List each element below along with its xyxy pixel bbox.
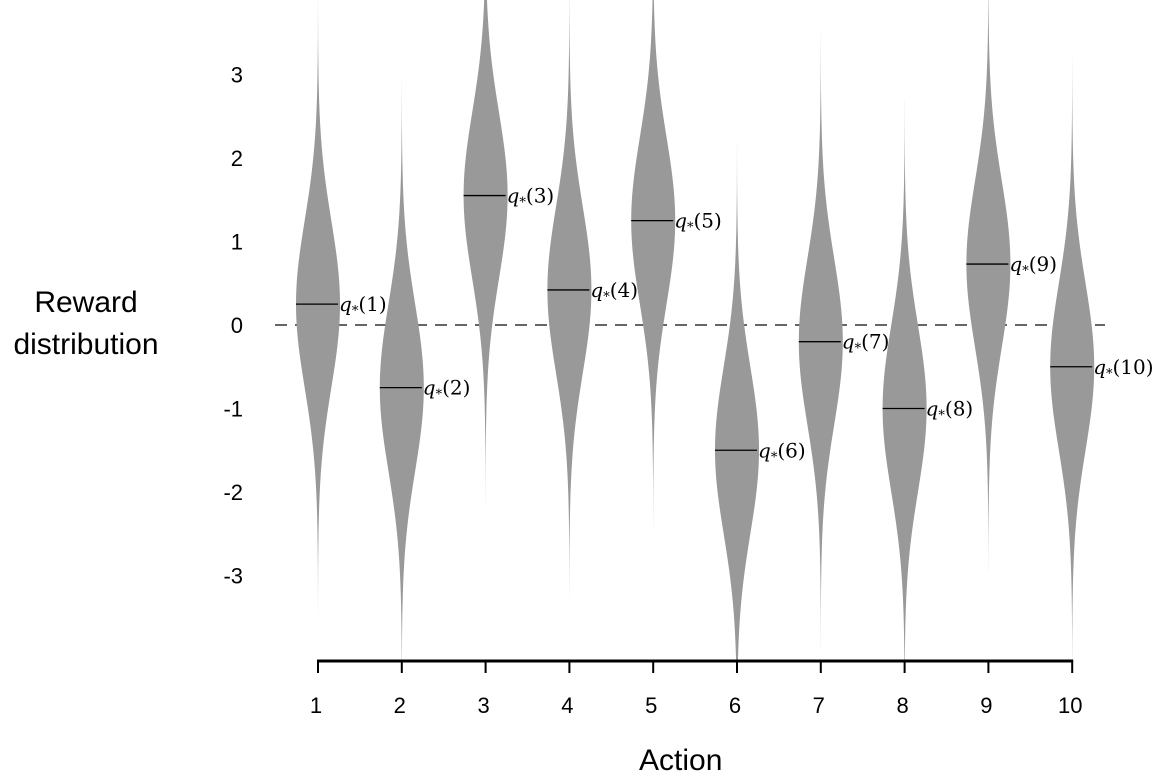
x-tick-label: 3 xyxy=(477,693,489,718)
violin-action-10 xyxy=(1050,57,1095,661)
q-label-action-7: q*(7) xyxy=(842,330,890,357)
q-label-action-6: q*(6) xyxy=(758,438,806,465)
violin-action-3 xyxy=(463,0,508,505)
q-label-action-1: q*(1) xyxy=(339,292,387,319)
violin-action-2 xyxy=(379,78,424,661)
q-label-action-5: q*(5) xyxy=(674,209,722,236)
q-label-action-4: q*(4) xyxy=(590,278,638,305)
y-tick-labels: 3 2 1 0 -1 -2 -3 xyxy=(223,63,243,589)
x-tick-label: 5 xyxy=(645,693,657,718)
q-label-action-10: q*(10) xyxy=(1093,355,1153,382)
violin-action-5 xyxy=(631,0,676,530)
y-axis-label-line-2: distribution xyxy=(13,328,159,361)
q-label-action-3: q*(3) xyxy=(507,184,555,211)
q-label-action-9: q*(9) xyxy=(1009,252,1057,279)
y-tick-label: 1 xyxy=(231,230,243,255)
violins xyxy=(296,0,1095,661)
violin-action-6 xyxy=(715,141,759,661)
q-labels: q*(1) q*(2) q*(3) q*(4) q*(5) q*(6) q*(7) q*(8)… xyxy=(339,184,1154,466)
x-tick-label: 9 xyxy=(980,693,992,718)
violin-action-1 xyxy=(296,0,340,614)
x-tick-label: 7 xyxy=(813,693,825,718)
y-tick-label: -3 xyxy=(223,564,243,589)
x-axis: 1 2 3 4 5 6 7 8 9 10 xyxy=(310,659,1082,718)
y-axis-label-line-1: Reward xyxy=(34,286,138,319)
y-tick-label: 0 xyxy=(231,313,243,338)
x-tick-label: 2 xyxy=(394,693,406,718)
x-tick-label: 10 xyxy=(1058,693,1082,718)
x-tick-label: 1 xyxy=(310,693,322,718)
y-tick-label: 2 xyxy=(231,146,243,171)
violin-action-4 xyxy=(547,0,592,599)
y-tick-label: -1 xyxy=(223,397,243,422)
x-tick-label: 4 xyxy=(561,693,573,718)
y-tick-label: 3 xyxy=(231,63,243,88)
x-tick-label: 6 xyxy=(729,693,741,718)
q-label-action-8: q*(8) xyxy=(926,397,974,424)
x-axis-label: Action xyxy=(639,744,723,777)
y-tick-label: -2 xyxy=(223,480,243,505)
mean-lines xyxy=(296,194,1093,451)
violin-action-8 xyxy=(882,99,927,661)
violin-action-9 xyxy=(966,0,1011,573)
x-tick-label: 8 xyxy=(896,693,908,718)
q-label-action-2: q*(2) xyxy=(423,376,471,403)
